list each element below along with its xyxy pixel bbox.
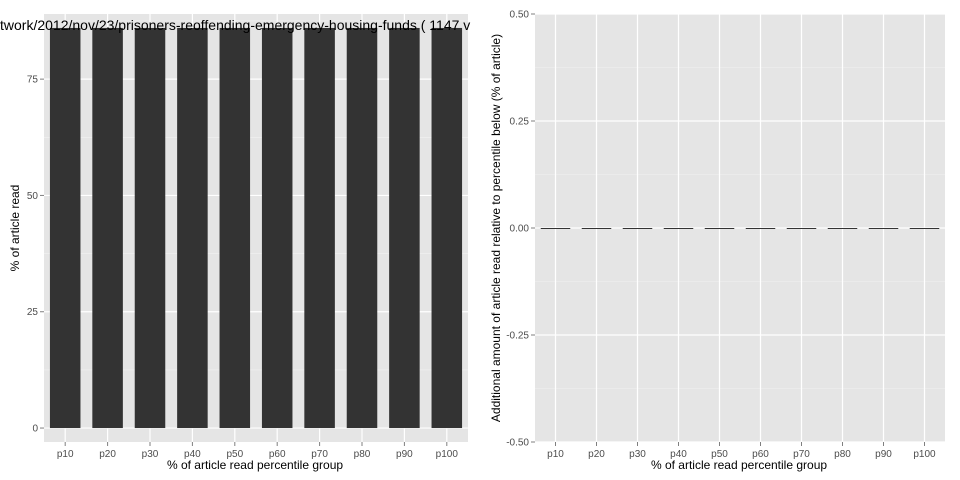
x-tick-label: p40	[184, 449, 201, 460]
bar	[389, 27, 420, 429]
bar	[745, 228, 776, 229]
x-tick-label: p90	[875, 449, 892, 460]
left-x-axis-title: % of article read percentile group	[167, 458, 343, 472]
bar	[134, 27, 166, 429]
y-tick-label: 0.50	[510, 10, 530, 21]
left-chart-title: twork/2012/nov/23/prisoners-reoffending-…	[0, 17, 470, 33]
x-tick-label: p20	[588, 449, 605, 460]
right-x-ticks: p10 p20 p30 p40 p50 p60 p70 p80 p90 p100	[547, 442, 936, 460]
bar	[909, 228, 940, 229]
right-bars	[540, 228, 940, 229]
bar	[622, 228, 653, 229]
bar	[540, 228, 571, 229]
x-tick-label: p10	[57, 449, 74, 460]
y-tick-label: 75	[27, 75, 39, 86]
x-tick-label: p50	[226, 449, 243, 460]
bar	[431, 27, 463, 429]
bar	[219, 27, 251, 429]
right-y-axis-title: Additional amount of article read relati…	[489, 34, 503, 422]
x-tick-label: p70	[311, 449, 328, 460]
bar	[346, 27, 378, 429]
y-tick-label: -0.25	[506, 331, 529, 342]
bar	[304, 27, 335, 429]
right-chart: -0.50 -0.25 0.00 0.25 0.50 p10 p20 p30 p40 p50 p6…	[489, 10, 945, 472]
bar	[827, 228, 858, 229]
bar	[663, 228, 694, 229]
bar	[92, 27, 123, 429]
x-tick-label: p80	[354, 449, 371, 460]
x-tick-label: p40	[670, 449, 687, 460]
x-tick-label: p30	[629, 449, 646, 460]
bar	[868, 228, 899, 229]
y-tick-label: 25	[27, 307, 39, 318]
bar	[786, 228, 817, 229]
bar	[49, 27, 81, 429]
x-tick-label: p60	[269, 449, 286, 460]
x-tick-label: p20	[99, 449, 116, 460]
bar	[177, 27, 208, 429]
bar	[261, 27, 293, 429]
left-y-ticks: 0 25 50 75	[27, 75, 44, 435]
x-tick-label: p60	[752, 449, 769, 460]
y-tick-label: 50	[27, 191, 39, 202]
left-y-axis-title: % of article read	[8, 185, 22, 272]
y-tick-label: 0.00	[510, 224, 530, 235]
x-tick-label: p100	[436, 449, 459, 460]
x-tick-label: p70	[793, 449, 810, 460]
bar	[704, 228, 735, 229]
right-y-ticks: -0.50 -0.25 0.00 0.25 0.50	[506, 10, 535, 449]
x-tick-label: p100	[913, 449, 936, 460]
y-tick-label: 0	[32, 424, 38, 435]
right-x-axis-title: % of article read percentile group	[651, 458, 827, 472]
x-tick-label: p10	[547, 449, 564, 460]
left-bars	[49, 27, 463, 429]
y-tick-label: -0.50	[506, 438, 529, 449]
left-x-ticks: p10 p20 p30 p40 p50 p60 p70 p80 p90 p100	[57, 442, 459, 460]
x-tick-label: p80	[834, 449, 851, 460]
bar	[581, 228, 612, 229]
y-tick-label: 0.25	[510, 117, 530, 128]
x-tick-label: p90	[396, 449, 413, 460]
x-tick-label: p30	[142, 449, 159, 460]
x-tick-label: p50	[711, 449, 728, 460]
